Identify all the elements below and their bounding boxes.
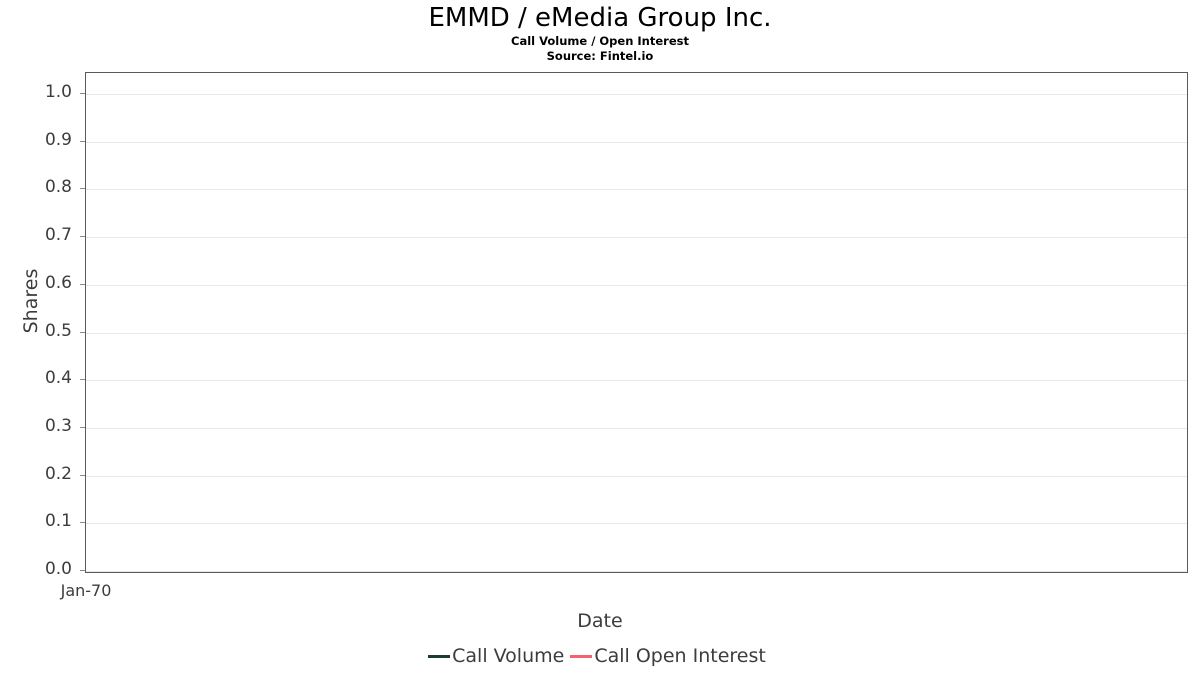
y-tick-label: 0.0 <box>44 559 72 579</box>
y-tick-label: 1.0 <box>44 82 72 102</box>
legend-item[interactable]: Call Volume <box>428 646 570 667</box>
gridline-y <box>86 141 1187 143</box>
legend-label: Call Open Interest <box>594 645 766 667</box>
y-tick-mark <box>80 426 85 428</box>
y-tick-mark <box>80 474 85 476</box>
y-tick-label: 0.6 <box>44 272 72 293</box>
series-layer <box>86 73 1189 574</box>
gridline-y <box>86 94 1187 95</box>
gridline-y <box>86 571 1187 572</box>
y-tick-label: 0.3 <box>44 415 72 436</box>
y-tick-label: 0.9 <box>44 129 72 150</box>
chart-header: EMMD / eMedia Group Inc. Call Volume / O… <box>0 0 1200 64</box>
legend-label: Call Volume <box>452 645 565 667</box>
y-tick-mark <box>80 570 85 571</box>
y-tick-label: 0.7 <box>44 225 72 246</box>
y-tick-label: 0.1 <box>44 511 72 532</box>
legend-color-swatch <box>570 655 593 658</box>
y-tick-label: 0.2 <box>44 463 72 484</box>
gridline-y <box>86 237 1187 239</box>
gridline-y <box>86 189 1187 191</box>
chart-subtitle: Call Volume / Open Interest <box>511 34 689 48</box>
chart-legend: Call Volume Call Open Interest <box>0 646 1200 667</box>
gridline-y <box>86 332 1187 334</box>
y-tick-label: 0.8 <box>44 177 72 198</box>
y-tick-mark <box>80 522 85 524</box>
y-tick-mark <box>80 236 85 238</box>
y-tick-mark <box>80 283 85 285</box>
plot-area <box>85 72 1188 573</box>
legend-color-swatch <box>428 655 451 658</box>
gridline-y <box>86 380 1187 382</box>
y-tick-mark <box>80 93 85 94</box>
x-tick-label: Jan-70 <box>60 581 112 600</box>
y-axis-label: Shares <box>20 268 42 334</box>
gridline-y <box>86 427 1187 429</box>
plot-canvas <box>86 73 1187 572</box>
chart-title: EMMD / eMedia Group Inc. <box>428 3 772 33</box>
gridline-y <box>86 523 1187 525</box>
y-tick-mark <box>80 188 85 190</box>
gridline-y <box>86 475 1187 477</box>
y-tick-mark <box>80 379 85 381</box>
chart-source-attribution: Source: Fintel.io <box>546 49 654 63</box>
x-axis-label: Date <box>577 610 623 632</box>
y-tick-label: 0.5 <box>44 320 72 341</box>
legend-item[interactable]: Call Open Interest <box>570 646 772 667</box>
y-tick-label: 0.4 <box>44 368 72 389</box>
y-tick-mark <box>80 331 85 333</box>
y-tick-mark <box>80 140 85 142</box>
gridline-y <box>86 284 1187 286</box>
